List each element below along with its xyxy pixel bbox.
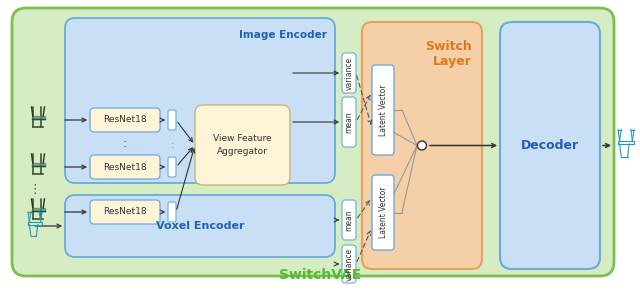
Polygon shape xyxy=(31,116,45,119)
Text: Latent Vector: Latent Vector xyxy=(378,187,387,238)
FancyBboxPatch shape xyxy=(342,53,356,93)
Text: Decoder: Decoder xyxy=(521,139,579,152)
FancyBboxPatch shape xyxy=(168,110,176,130)
Text: ⋮: ⋮ xyxy=(29,183,41,196)
FancyBboxPatch shape xyxy=(90,108,160,132)
Text: Voxel Encoder: Voxel Encoder xyxy=(156,221,244,231)
Polygon shape xyxy=(31,208,45,211)
Text: mean: mean xyxy=(344,209,353,231)
FancyBboxPatch shape xyxy=(372,65,394,155)
Circle shape xyxy=(417,141,426,150)
FancyBboxPatch shape xyxy=(342,245,356,283)
FancyBboxPatch shape xyxy=(168,202,176,222)
FancyBboxPatch shape xyxy=(372,175,394,250)
FancyBboxPatch shape xyxy=(195,105,290,185)
FancyBboxPatch shape xyxy=(90,200,160,224)
FancyBboxPatch shape xyxy=(500,22,600,269)
FancyBboxPatch shape xyxy=(168,157,176,177)
Polygon shape xyxy=(31,163,45,166)
Text: mean: mean xyxy=(344,111,353,133)
FancyBboxPatch shape xyxy=(65,195,335,257)
FancyBboxPatch shape xyxy=(65,18,335,183)
Text: SwitchVAE: SwitchVAE xyxy=(279,268,361,282)
Text: :: : xyxy=(170,141,173,150)
Text: Switch
Layer: Switch Layer xyxy=(425,40,472,68)
Text: View Feature
Aggregator: View Feature Aggregator xyxy=(213,134,272,156)
Text: ResNet18: ResNet18 xyxy=(103,162,147,171)
FancyBboxPatch shape xyxy=(342,97,356,147)
Text: variance: variance xyxy=(344,56,353,90)
FancyBboxPatch shape xyxy=(12,8,614,276)
Text: Latent Vector: Latent Vector xyxy=(378,84,387,136)
Text: variance: variance xyxy=(344,247,353,281)
FancyBboxPatch shape xyxy=(90,155,160,179)
Text: :: : xyxy=(123,137,127,150)
Text: ResNet18: ResNet18 xyxy=(103,116,147,125)
Text: ResNet18: ResNet18 xyxy=(103,207,147,217)
FancyBboxPatch shape xyxy=(342,200,356,240)
Text: Image Encoder: Image Encoder xyxy=(239,30,327,40)
FancyBboxPatch shape xyxy=(362,22,482,269)
